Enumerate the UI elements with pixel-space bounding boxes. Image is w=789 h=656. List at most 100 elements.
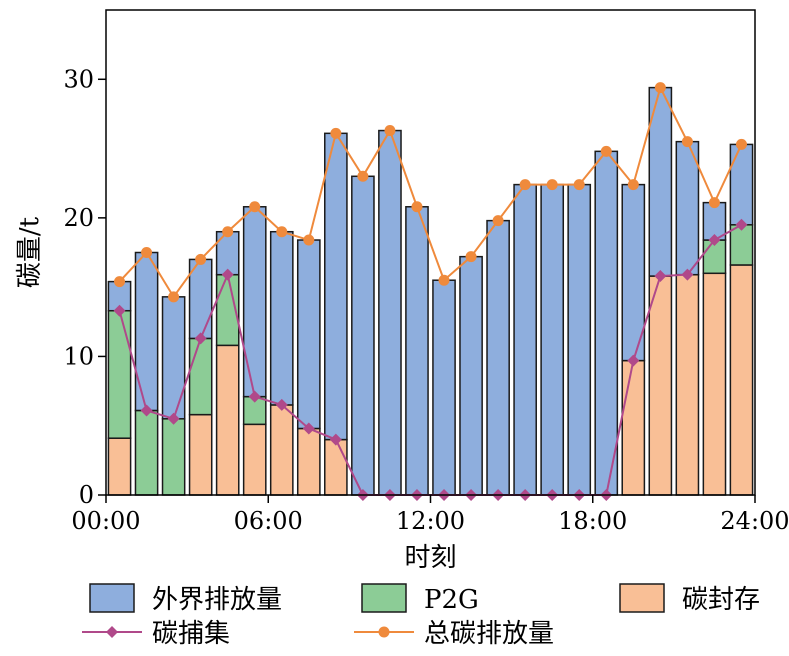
- point-1-4: [222, 226, 234, 238]
- point-1-5: [249, 201, 261, 213]
- bar-2-5: [242, 206, 267, 398]
- point-1-21: [681, 136, 693, 148]
- point-1-19: [627, 179, 639, 191]
- point-1-3: [195, 253, 207, 265]
- bar-0-7: [296, 427, 321, 496]
- point-0-22: [708, 234, 721, 247]
- point-0-6: [275, 398, 288, 411]
- point-1-2: [168, 291, 180, 303]
- point-1-7: [303, 234, 315, 246]
- point-1-12: [438, 274, 450, 286]
- bars-layer: [107, 86, 754, 496]
- point-0-0: [113, 304, 126, 317]
- bar-2-23: [729, 143, 754, 226]
- point-1-15: [519, 179, 531, 191]
- point-1-14: [492, 215, 504, 227]
- point-0-2: [167, 412, 180, 425]
- bar-0-6: [269, 404, 294, 496]
- bar-2-15: [513, 183, 537, 496]
- line-series-1: [118, 84, 743, 299]
- bar-2-1: [134, 251, 159, 412]
- bar-2-18: [594, 150, 619, 496]
- point-1-1: [141, 247, 153, 258]
- bar-2-2: [161, 296, 186, 420]
- bar-2-4: [215, 230, 240, 276]
- point-0-4: [221, 268, 234, 281]
- bar-1-23: [729, 224, 754, 266]
- legend-swatch-2: [619, 583, 665, 613]
- y-axis: 0 10 20 30: [63, 65, 106, 509]
- point-1-6: [276, 226, 288, 238]
- point-0-23: [735, 218, 748, 231]
- y-tick-label-2: 20: [63, 204, 94, 232]
- bar-2-17: [567, 183, 592, 496]
- y-tick-label-0: 0: [79, 481, 94, 509]
- point-1-13: [465, 251, 477, 263]
- point-0-21: [681, 268, 694, 281]
- bar-0-23: [729, 264, 754, 496]
- bar-0-5: [242, 423, 267, 496]
- bar-2-12: [432, 279, 456, 496]
- point-0-7: [302, 422, 315, 435]
- legend-label-3: 碳捕集: [152, 619, 230, 649]
- point-1-20: [654, 82, 666, 94]
- point-1-23: [735, 138, 747, 150]
- bar-2-16: [540, 183, 565, 496]
- x-tick-label-0: 00:00: [71, 507, 140, 535]
- bar-2-9: [351, 175, 375, 496]
- point-1-0: [114, 276, 126, 288]
- legend-swatch-1: [361, 583, 407, 613]
- legend-label-2: 碳封存: [682, 585, 760, 615]
- legend-swatch-0: [89, 583, 135, 613]
- bar-2-7: [296, 239, 321, 430]
- bar-0-4: [215, 344, 240, 496]
- bar-1-1: [134, 409, 159, 496]
- x-tick-label-2: 12:00: [396, 507, 465, 535]
- point-0-20: [654, 270, 667, 283]
- line-series-0: [118, 223, 742, 496]
- bar-0-3: [188, 413, 213, 496]
- y-tick-label-3: 30: [63, 65, 94, 93]
- point-0-5: [248, 390, 261, 403]
- y-tick-label-1: 10: [63, 342, 94, 370]
- point-1-9: [357, 170, 369, 182]
- bar-2-8: [324, 132, 348, 441]
- x-tick-label-4: 24:00: [720, 507, 789, 535]
- point-1-11: [411, 201, 423, 213]
- x-tick-label-1: 06:00: [234, 507, 303, 535]
- legend-label-1: P2G: [424, 585, 479, 615]
- point-0-8: [329, 433, 342, 446]
- point-1-16: [546, 179, 558, 191]
- bar-2-11: [405, 206, 429, 496]
- bar-0-8: [324, 438, 348, 496]
- x-tick-label-3: 18:00: [558, 507, 627, 535]
- point-0-3: [194, 332, 207, 345]
- bar-2-6: [269, 230, 294, 406]
- bar-0-21: [675, 273, 700, 496]
- point-0-19: [627, 354, 640, 367]
- bar-0-19: [621, 359, 646, 496]
- point-1-17: [573, 179, 585, 191]
- bar-1-3: [188, 337, 213, 416]
- point-1-22: [708, 197, 720, 209]
- x-axis-label: 时刻: [404, 543, 456, 573]
- point-1-10: [384, 125, 396, 137]
- bar-2-13: [459, 255, 483, 496]
- bar-2-10: [378, 129, 402, 496]
- point-1-8: [330, 127, 342, 139]
- legend-marker-3: [106, 626, 118, 638]
- bar-1-2: [161, 418, 186, 496]
- legend-label-4: 总碳排放量: [424, 619, 554, 649]
- legend-marker-4: [378, 626, 390, 638]
- bar-1-0: [107, 309, 132, 439]
- point-1-18: [600, 145, 612, 157]
- x-axis: 00:00 06:00 12:00 18:00 24:00: [71, 495, 789, 535]
- legend-label-0: 外界排放量: [152, 585, 282, 615]
- y-axis-label: 碳量/t: [15, 216, 45, 288]
- bar-0-22: [702, 272, 727, 496]
- bar-0-20: [648, 275, 673, 496]
- bar-2-14: [486, 219, 510, 496]
- bar-0-0: [107, 437, 132, 496]
